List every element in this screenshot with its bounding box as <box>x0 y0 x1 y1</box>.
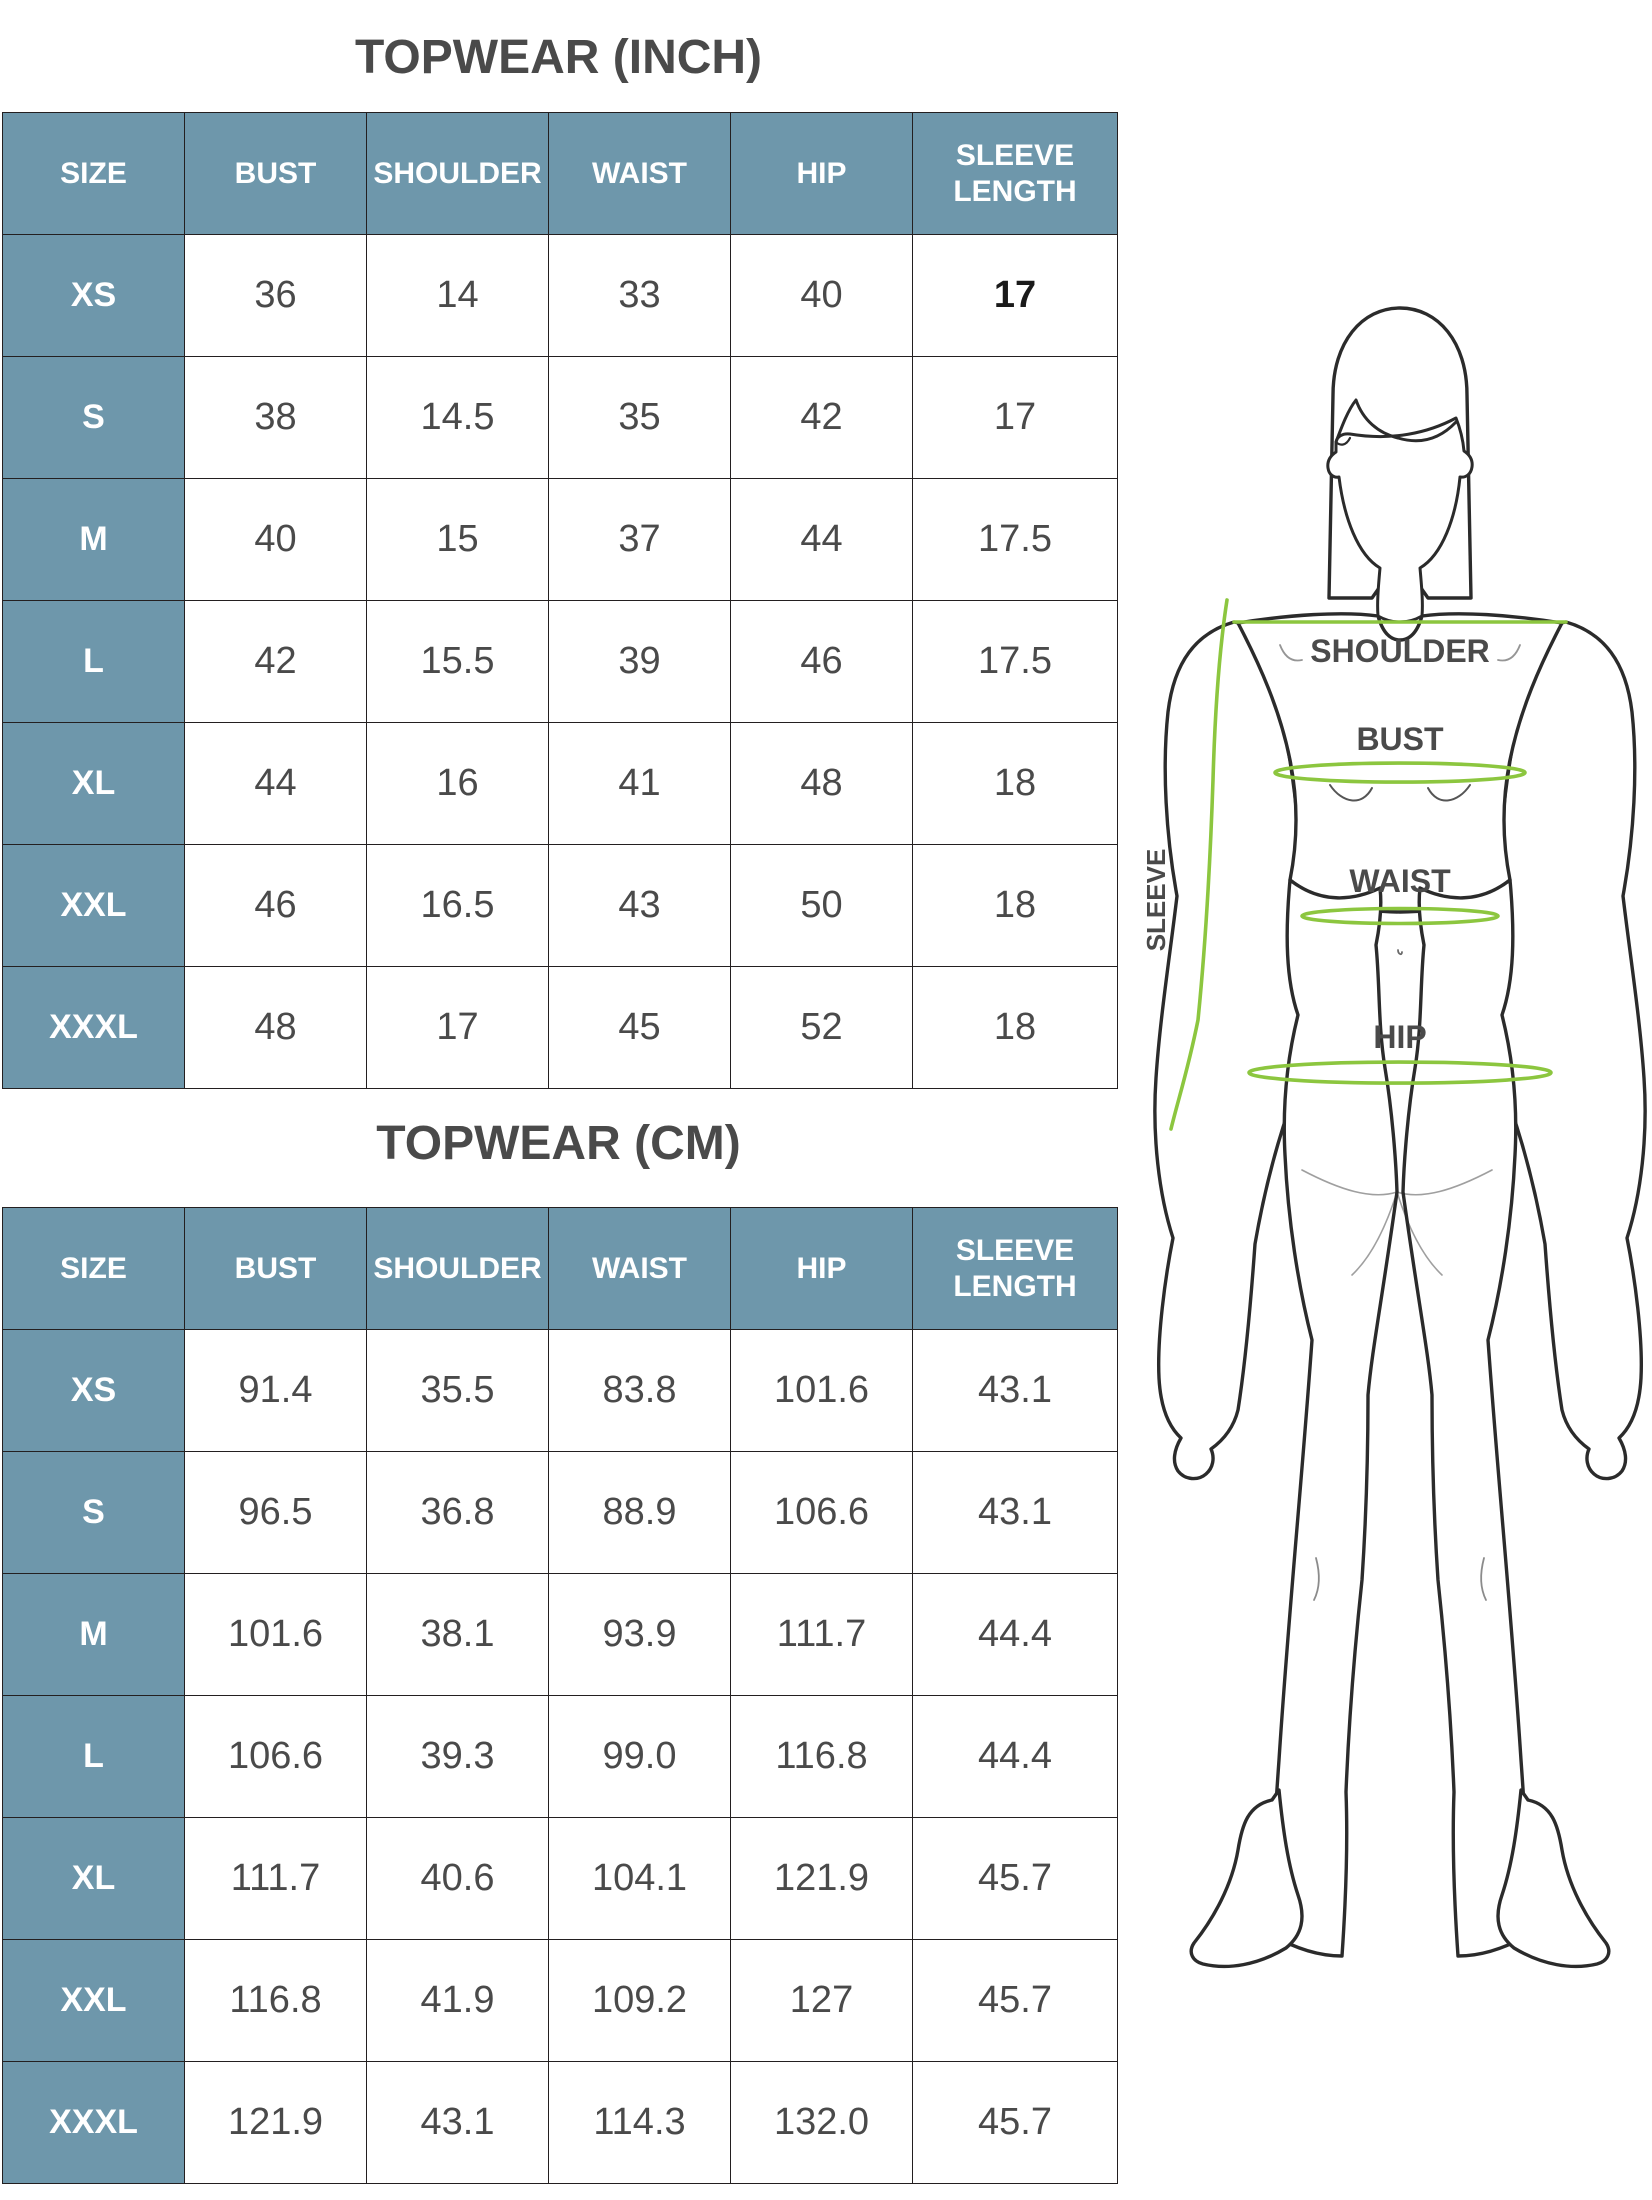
svg-text:HIP: HIP <box>1373 1019 1426 1055</box>
svg-text:SLEEVE: SLEEVE <box>1141 849 1171 952</box>
svg-text:BUST: BUST <box>1356 721 1444 757</box>
svg-text:SHOULDER: SHOULDER <box>1310 633 1490 669</box>
svg-text:WAIST: WAIST <box>1349 863 1451 899</box>
